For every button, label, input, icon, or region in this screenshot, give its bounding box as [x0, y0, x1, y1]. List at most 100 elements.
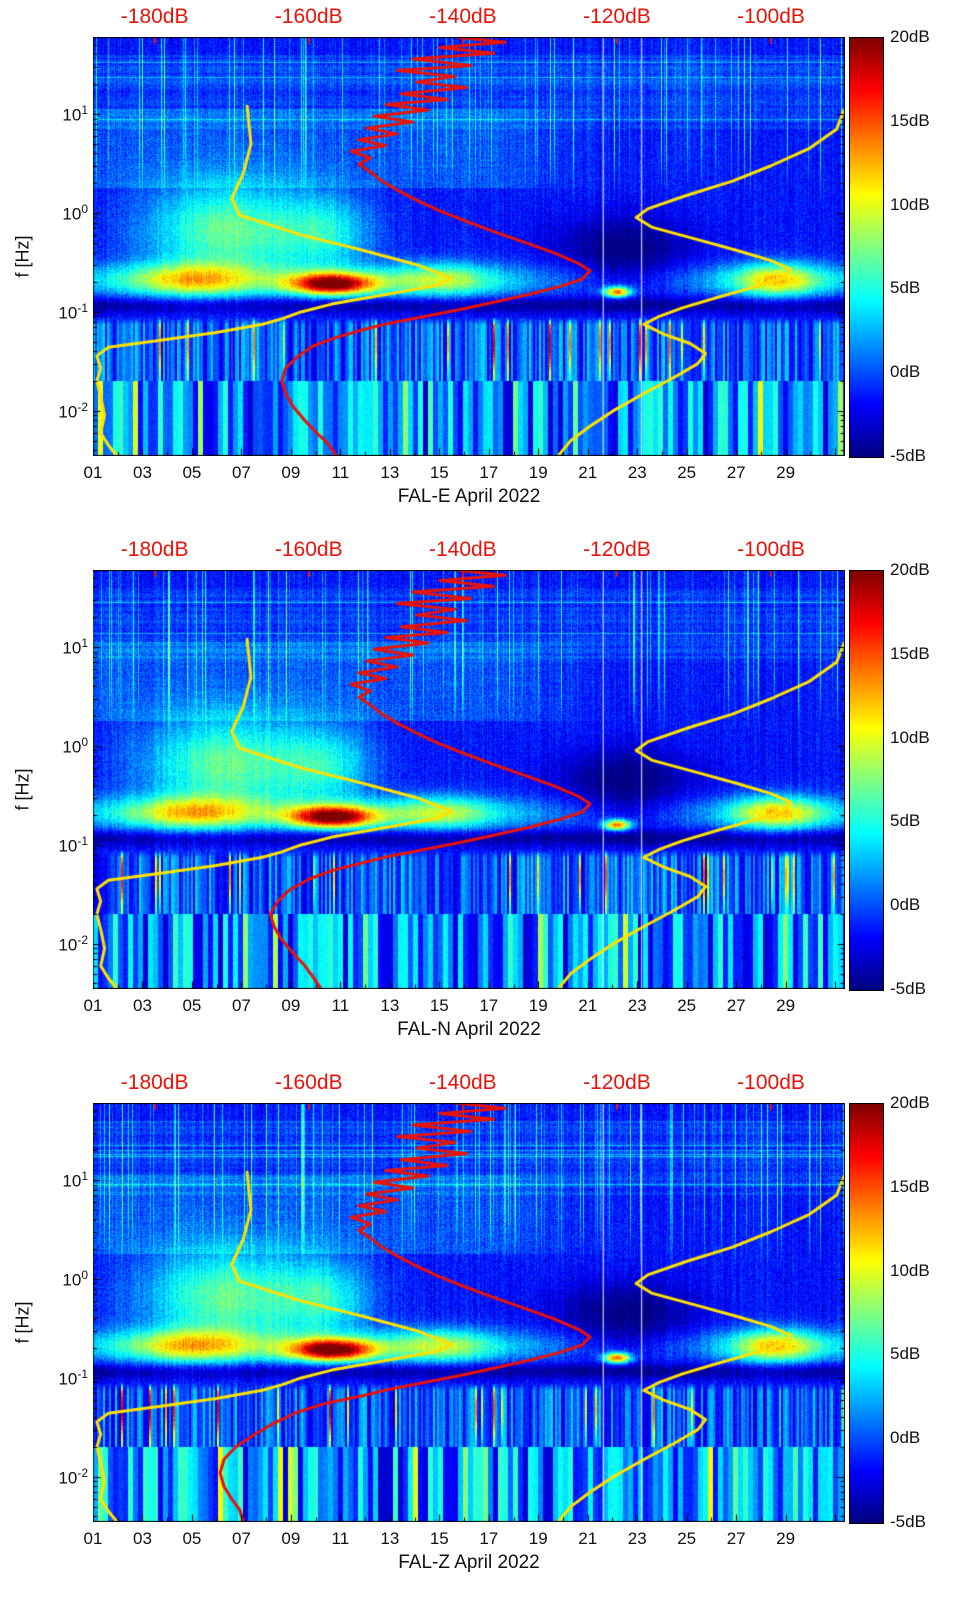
- x-tick-label: 05: [182, 1529, 202, 1548]
- x-tick-label: 21: [578, 996, 598, 1015]
- top-axis-tick-label: -120dB: [583, 5, 651, 28]
- top-axis-tick-label: -180dB: [120, 5, 189, 28]
- colorbar-tick-label: 5dB: [890, 811, 921, 831]
- spectrogram-panel-fal-e: f [Hz] FAL-E April 2022 -180dB -160dB -140…: [0, 0, 962, 533]
- y-tick-label: 100: [62, 201, 88, 224]
- colorbar-tick-label: -5dB: [890, 979, 926, 998]
- top-axis-tick-label: -100dB: [737, 5, 805, 28]
- x-tick-label: 05: [182, 996, 202, 1015]
- y-axis-label: f [Hz]: [12, 768, 33, 811]
- x-tick-label: 29: [776, 996, 796, 1015]
- panel-title: FAL-Z April 2022: [398, 1552, 540, 1573]
- colorbar-tick-label: -5dB: [890, 446, 926, 465]
- y-tick-label: 10-1: [58, 1366, 88, 1389]
- colorbar-tick-label: 15dB: [890, 1176, 930, 1196]
- y-tick-label: 10-2: [58, 399, 88, 422]
- x-tick-label: 27: [726, 996, 746, 1015]
- x-tick-label: 07: [231, 996, 251, 1015]
- panel-title: FAL-E April 2022: [397, 486, 541, 507]
- x-tick-label: 07: [231, 1529, 251, 1548]
- x-tick-label: 19: [528, 463, 548, 482]
- spectrogram-plot: [93, 1103, 845, 1522]
- x-tick-label: 17: [479, 1529, 499, 1548]
- x-tick-label: 11: [331, 996, 350, 1015]
- x-tick-label: 19: [528, 1529, 548, 1548]
- top-axis-tick-label: -180dB: [120, 1071, 189, 1094]
- top-axis-tick-label: -160dB: [274, 1071, 343, 1094]
- x-tick-label: 25: [677, 463, 697, 482]
- x-tick-label: 15: [429, 1529, 449, 1548]
- y-tick-label: 101: [62, 1169, 88, 1191]
- x-tick-label: 25: [677, 1529, 697, 1548]
- x-tick-label: 15: [429, 463, 449, 482]
- top-axis-tick-label: -160dB: [274, 5, 343, 28]
- x-tick-label: 13: [380, 463, 400, 482]
- x-tick-label: 27: [726, 1529, 746, 1548]
- colorbar-tick-label: 5dB: [890, 278, 921, 298]
- y-tick-label: 100: [62, 734, 88, 757]
- x-tick-label: 01: [83, 463, 103, 482]
- colorbar-tick-label: 0dB: [890, 362, 921, 382]
- spectrogram-plot: [93, 570, 845, 989]
- colorbar-tick-label: 10dB: [890, 1260, 930, 1280]
- y-tick-label: 101: [62, 636, 88, 658]
- x-tick-label: 21: [578, 463, 598, 482]
- top-axis-tick-label: -140dB: [428, 5, 497, 28]
- top-axis-tick-label: -140dB: [428, 1071, 497, 1094]
- colorbar: [849, 1103, 884, 1524]
- y-axis-label: f [Hz]: [12, 235, 33, 278]
- colorbar-tick-label: 20dB: [890, 27, 930, 46]
- x-tick-label: 03: [133, 463, 152, 482]
- colorbar: [849, 37, 884, 458]
- colorbar-tick-label: 20dB: [890, 1093, 930, 1112]
- top-axis-tick-label: -120dB: [583, 538, 651, 561]
- x-tick-label: 01: [83, 1529, 103, 1548]
- spectrogram-plot: [93, 37, 845, 456]
- x-tick-label: 29: [776, 463, 796, 482]
- x-tick-label: 03: [133, 996, 152, 1015]
- colorbar-tick-label: 0dB: [890, 895, 921, 915]
- top-axis-tick-label: -120dB: [583, 1071, 651, 1094]
- x-tick-label: 01: [83, 996, 103, 1015]
- colorbar-tick-label: -5dB: [890, 1512, 926, 1531]
- top-axis-tick-label: -100dB: [737, 1071, 805, 1094]
- y-tick-label: 100: [62, 1267, 88, 1290]
- x-tick-label: 15: [429, 996, 449, 1015]
- colorbar-tick-label: 10dB: [890, 194, 930, 214]
- top-axis-tick-label: -140dB: [428, 538, 497, 561]
- x-tick-label: 17: [479, 463, 499, 482]
- spectrogram-panel-fal-n: f [Hz] FAL-N April 2022 -180dB -160dB -140…: [0, 533, 962, 1066]
- colorbar-tick-label: 15dB: [890, 110, 930, 130]
- colorbar-tick-label: 0dB: [890, 1428, 921, 1448]
- x-tick-label: 23: [627, 463, 647, 482]
- x-tick-label: 23: [627, 996, 647, 1015]
- x-tick-label: 09: [281, 996, 301, 1015]
- x-tick-label: 23: [627, 1529, 647, 1548]
- x-tick-label: 09: [281, 1529, 301, 1548]
- y-tick-label: 10-1: [58, 300, 88, 323]
- x-tick-label: 11: [331, 463, 350, 482]
- x-tick-label: 07: [231, 463, 251, 482]
- top-axis-tick-label: -100dB: [737, 538, 805, 561]
- y-tick-label: 10-2: [58, 932, 88, 955]
- x-tick-label: 11: [331, 1529, 350, 1548]
- x-tick-label: 13: [380, 996, 400, 1015]
- colorbar-tick-label: 10dB: [890, 727, 930, 747]
- y-tick-label: 10-1: [58, 833, 88, 856]
- y-tick-label: 101: [62, 103, 88, 125]
- top-axis-tick-label: -180dB: [120, 538, 189, 561]
- x-tick-label: 09: [281, 463, 301, 482]
- colorbar-tick-label: 5dB: [890, 1344, 921, 1364]
- x-tick-label: 27: [726, 463, 746, 482]
- x-tick-label: 25: [677, 996, 697, 1015]
- colorbar: [849, 570, 884, 991]
- x-tick-label: 29: [776, 1529, 796, 1548]
- y-axis-label: f [Hz]: [12, 1301, 33, 1344]
- x-tick-label: 05: [182, 463, 202, 482]
- panel-title: FAL-N April 2022: [397, 1019, 541, 1040]
- colorbar-tick-label: 20dB: [890, 560, 930, 579]
- spectrogram-panel-fal-z: f [Hz] FAL-Z April 2022 -180dB -160dB -140…: [0, 1066, 962, 1599]
- colorbar-tick-label: 15dB: [890, 643, 930, 663]
- y-tick-label: 10-2: [58, 1465, 88, 1488]
